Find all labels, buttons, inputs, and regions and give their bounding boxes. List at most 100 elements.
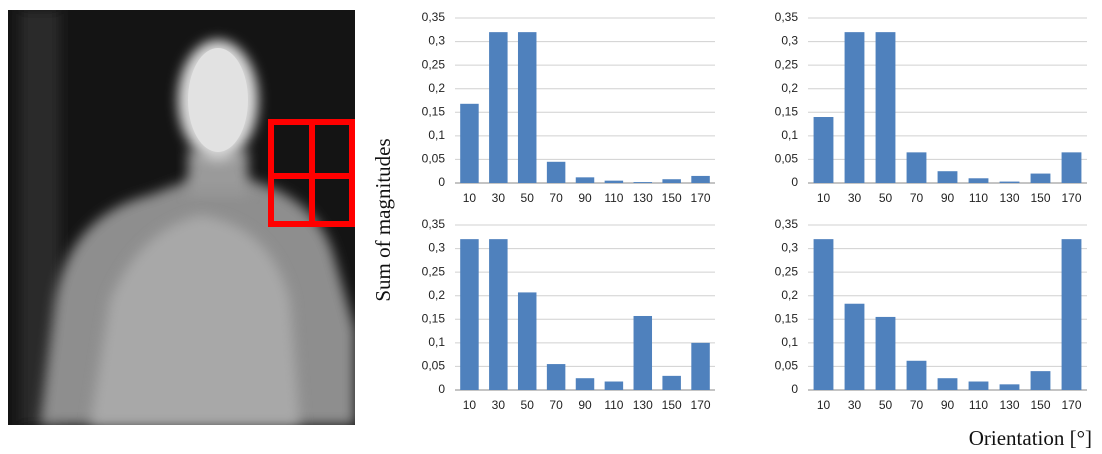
y-axis-label: Sum of magnitudes (371, 138, 395, 301)
bar (546, 364, 566, 390)
x-tick-label: 90 (578, 191, 592, 205)
x-tick-label: 150 (1030, 398, 1050, 412)
y-tick-label: 0,05 (775, 359, 799, 373)
y-tick-label: 0,2 (781, 81, 798, 95)
bar (460, 239, 479, 390)
thermal-image (8, 10, 355, 425)
y-tick-label: 0,1 (428, 128, 445, 142)
x-tick-label: 110 (604, 398, 623, 412)
bar (546, 161, 566, 183)
y-tick-label: 0,25 (422, 264, 446, 278)
bar (691, 175, 710, 183)
y-tick-label: 0,05 (422, 152, 446, 166)
bar (517, 32, 537, 184)
y-tick-label: 0,05 (422, 359, 446, 373)
x-tick-label: 90 (941, 191, 955, 205)
x-tick-label: 130 (633, 191, 653, 205)
y-tick-label: 0,25 (775, 264, 799, 278)
x-tick-label: 170 (1061, 191, 1081, 205)
x-tick-label: 170 (691, 191, 711, 205)
x-tick-label: 150 (1030, 191, 1050, 205)
bar (517, 292, 537, 390)
x-tick-label: 30 (848, 398, 862, 412)
bar (875, 316, 896, 390)
bar (575, 378, 595, 390)
bar (662, 375, 681, 390)
x-tick-label: 110 (969, 398, 988, 412)
bar (968, 381, 989, 390)
x-tick-label: 110 (604, 191, 623, 205)
y-tick-label: 0 (791, 382, 798, 396)
x-tick-label: 170 (691, 398, 711, 412)
y-tick-label: 0,35 (775, 10, 799, 24)
y-tick-label: 0,2 (428, 288, 445, 302)
y-tick-label: 0,15 (422, 104, 446, 118)
y-tick-label: 0,15 (775, 104, 799, 118)
x-axis-label: Orientation [°] (969, 426, 1092, 450)
y-tick-label: 0,1 (781, 335, 798, 349)
bar (875, 32, 896, 184)
bar (937, 378, 958, 390)
x-tick-label: 130 (999, 191, 1019, 205)
x-tick-label: 10 (463, 398, 477, 412)
x-tick-label: 10 (817, 398, 831, 412)
x-tick-label: 130 (633, 398, 653, 412)
bar (460, 103, 479, 183)
y-tick-label: 0 (791, 175, 798, 189)
x-tick-label: 70 (549, 398, 563, 412)
bar (604, 180, 624, 183)
y-tick-label: 0,25 (422, 57, 446, 71)
bar (489, 239, 508, 390)
bar (906, 152, 927, 183)
bar (1030, 173, 1051, 183)
x-tick-label: 30 (492, 191, 506, 205)
bar (662, 179, 681, 183)
x-tick-label: 10 (463, 191, 477, 205)
x-tick-label: 10 (817, 191, 831, 205)
bar (1030, 371, 1051, 390)
bar (489, 32, 508, 184)
y-tick-label: 0 (438, 175, 445, 189)
bar (813, 239, 834, 390)
y-tick-label: 0,25 (775, 57, 799, 71)
x-tick-label: 70 (549, 191, 563, 205)
x-tick-label: 90 (578, 398, 592, 412)
bar (633, 182, 653, 183)
bar (1061, 152, 1082, 183)
y-tick-label: 0,35 (422, 10, 446, 24)
x-tick-label: 50 (879, 191, 893, 205)
bar (633, 315, 653, 390)
x-tick-label: 50 (521, 191, 535, 205)
bar (691, 342, 710, 390)
y-tick-label: 0,35 (775, 217, 799, 231)
y-tick-label: 0,2 (428, 81, 445, 95)
x-tick-label: 50 (521, 398, 535, 412)
y-tick-label: 0,05 (775, 152, 799, 166)
x-tick-label: 70 (910, 191, 924, 205)
x-tick-label: 30 (492, 398, 506, 412)
bar (844, 32, 865, 184)
y-tick-label: 0,3 (428, 34, 445, 48)
bar (906, 360, 927, 390)
y-tick-label: 0,35 (422, 217, 446, 231)
bar (968, 178, 989, 183)
y-tick-label: 0,1 (428, 335, 445, 349)
x-tick-label: 150 (662, 398, 682, 412)
bar (575, 177, 595, 183)
bar (604, 381, 624, 390)
bar (937, 171, 958, 183)
x-tick-label: 70 (910, 398, 924, 412)
y-tick-label: 0,2 (781, 288, 798, 302)
bar (999, 384, 1020, 390)
x-tick-label: 50 (879, 398, 893, 412)
y-tick-label: 0,3 (428, 241, 445, 255)
y-tick-label: 0,1 (781, 128, 798, 142)
bar (844, 303, 865, 390)
x-tick-label: 90 (941, 398, 955, 412)
x-tick-label: 170 (1061, 398, 1081, 412)
y-tick-label: 0,3 (781, 34, 798, 48)
bar (999, 181, 1020, 183)
y-tick-label: 0 (438, 382, 445, 396)
bar (1061, 239, 1082, 390)
